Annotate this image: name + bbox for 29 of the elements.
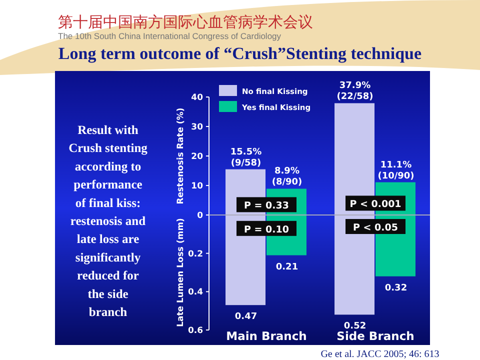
text: Result with Crush stenting according to performance of final kiss: restenosis and late loss are significantly reduced for the side branch [68,123,148,319]
data-label: 37.9% (22/58) [336,81,374,102]
text: Long term outcome of “Crush”Stenting technique [58,44,422,63]
y-axis-title: Late Lumen Loss (mm) [176,218,186,327]
data-label: 15.5% (9/58) [230,147,262,168]
annotation: P = 0.10 [244,224,290,236]
data-label: 11.1% (10/90) [378,160,414,182]
y-axis-title: Restenosis Rate (%) [176,108,186,204]
text: The 10th South China International Congress of Cardiology [58,31,282,41]
y-tick-label: 30 [191,122,204,132]
annotation: P < 0.001 [350,199,402,210]
y-tick-label: 10 [191,182,204,192]
y-tick-label: 20 [191,152,204,162]
y-tick-label: 0.4 [188,288,204,298]
data-label: 0.21 [276,262,298,272]
data-label: 0.52 [344,322,366,332]
data-label: 0.32 [384,283,408,294]
x-tick-label: Side Branch [336,329,414,343]
text: 第十届中国南方国际心血管病学术会议 [58,13,313,31]
data-label: 8.9% (8/90) [272,166,302,188]
y-tick-label: 40 [191,93,204,103]
annotation: P = 0.33 [244,200,289,212]
annotation: P < 0.05 [353,222,398,234]
text: Ge et al. JACC 2005; 46: 613 [320,349,440,360]
x-tick-label: Main Branch [226,329,307,343]
data-label: 0.47 [234,312,258,322]
y-tick-label: 0.2 [188,249,204,260]
y-tick-label: 0 [197,211,204,221]
y-tick-label: 0.6 [188,326,204,336]
